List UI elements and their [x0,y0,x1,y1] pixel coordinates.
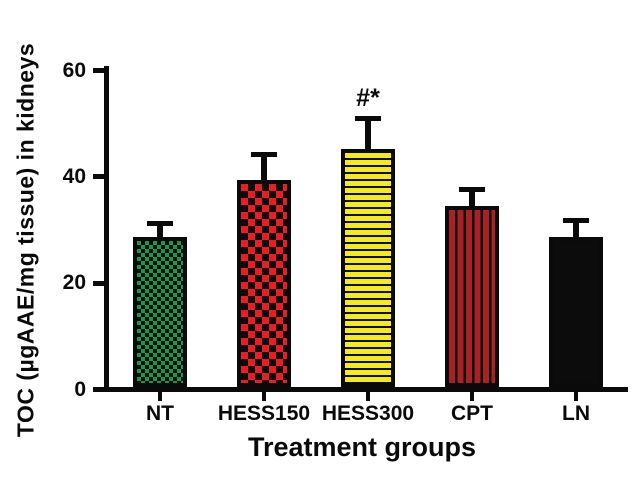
y-axis-line [104,66,109,392]
bar-hess150 [237,179,291,387]
error-bar-stem [469,190,475,213]
bar-cpt [445,206,499,387]
y-tick-mark [93,174,104,180]
y-axis-title: TOC (µgAAE/mg tissue) in kidneys [12,42,39,438]
x-tick-mark [262,392,266,401]
error-bar-cap [251,151,277,157]
y-tick-label: 40 [62,164,86,188]
significance-annotation: #* [356,83,380,112]
error-bar-cap [563,217,589,223]
x-tick-mark [366,392,370,401]
error-bar-stem [157,225,163,244]
x-tick-label-hess150: HESS150 [217,402,311,425]
y-tick-label: 0 [74,377,86,401]
x-axis-title: Treatment groups [247,432,477,462]
x-tick-label-nt: NT [146,402,174,425]
bar-nt [133,237,187,387]
y-tick-label: 60 [62,58,86,82]
error-bar-stem [573,221,579,243]
bar-ln [549,236,603,387]
x-tick-mark [158,392,162,401]
x-axis-line [104,387,628,392]
y-tick-mark [93,68,104,73]
y-tick-label: 20 [62,271,86,295]
error-bar-cap [355,115,381,121]
x-tick-mark [470,392,474,401]
error-bar-stem [261,155,267,186]
x-tick-label-cpt: CPT [451,402,493,425]
error-bar-stem [365,119,371,155]
error-bar-cap [147,221,173,227]
error-bar-cap [459,186,485,192]
y-tick-mark [93,387,104,392]
bar-hess300 [341,148,395,387]
x-tick-mark [574,392,578,401]
x-tick-label-ln: LN [562,402,590,425]
x-tick-label-hess300: HESS300 [321,402,415,425]
y-tick-mark [93,280,104,286]
